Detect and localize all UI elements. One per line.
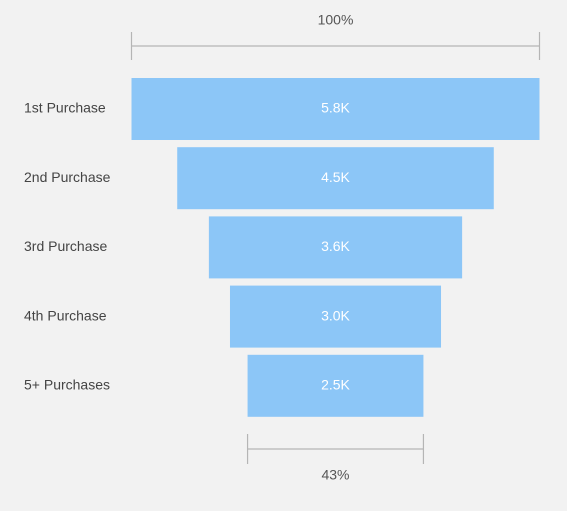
category-label-2: 2nd Purchase	[24, 169, 111, 185]
funnel-bar-4[interactable]	[229, 285, 442, 348]
category-label-5: 5+ Purchases	[24, 377, 110, 393]
top-percent-label: 100%	[318, 12, 354, 28]
value-label-4: 3.0K	[321, 307, 350, 323]
funnel-bar-2[interactable]	[177, 147, 494, 210]
category-label-4: 4th Purchase	[24, 307, 107, 323]
value-label-3: 3.6K	[321, 238, 350, 254]
top-percent-bracket: 100%	[130, 12, 541, 60]
value-label-5: 2.5K	[321, 377, 350, 393]
value-label-2: 4.5K	[321, 169, 350, 185]
value-label-1: 5.8K	[321, 100, 350, 116]
category-label-1: 1st Purchase	[24, 100, 106, 116]
funnel-bar-3[interactable]	[208, 216, 463, 279]
bottom-percent-bracket: 43%	[246, 434, 425, 483]
bottom-percent-label: 43%	[321, 467, 349, 483]
top-bracket-line	[130, 32, 541, 60]
bottom-bracket-line	[246, 434, 425, 464]
funnel-bar-5[interactable]	[247, 354, 424, 417]
category-label-3: 3rd Purchase	[24, 238, 107, 254]
funnel-bars: 1st Purchase 5.8K 2nd Purchase 4.5K 3rd Purc…	[24, 78, 540, 417]
funnel-bar-1[interactable]	[131, 78, 540, 140]
